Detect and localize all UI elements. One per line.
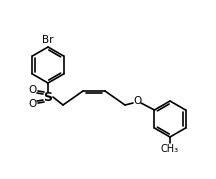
Text: O: O [133, 96, 141, 106]
Text: S: S [43, 91, 52, 103]
Text: O: O [28, 99, 36, 109]
Text: O: O [28, 85, 36, 95]
Text: CH₃: CH₃ [161, 144, 179, 154]
Text: Br: Br [42, 35, 54, 45]
